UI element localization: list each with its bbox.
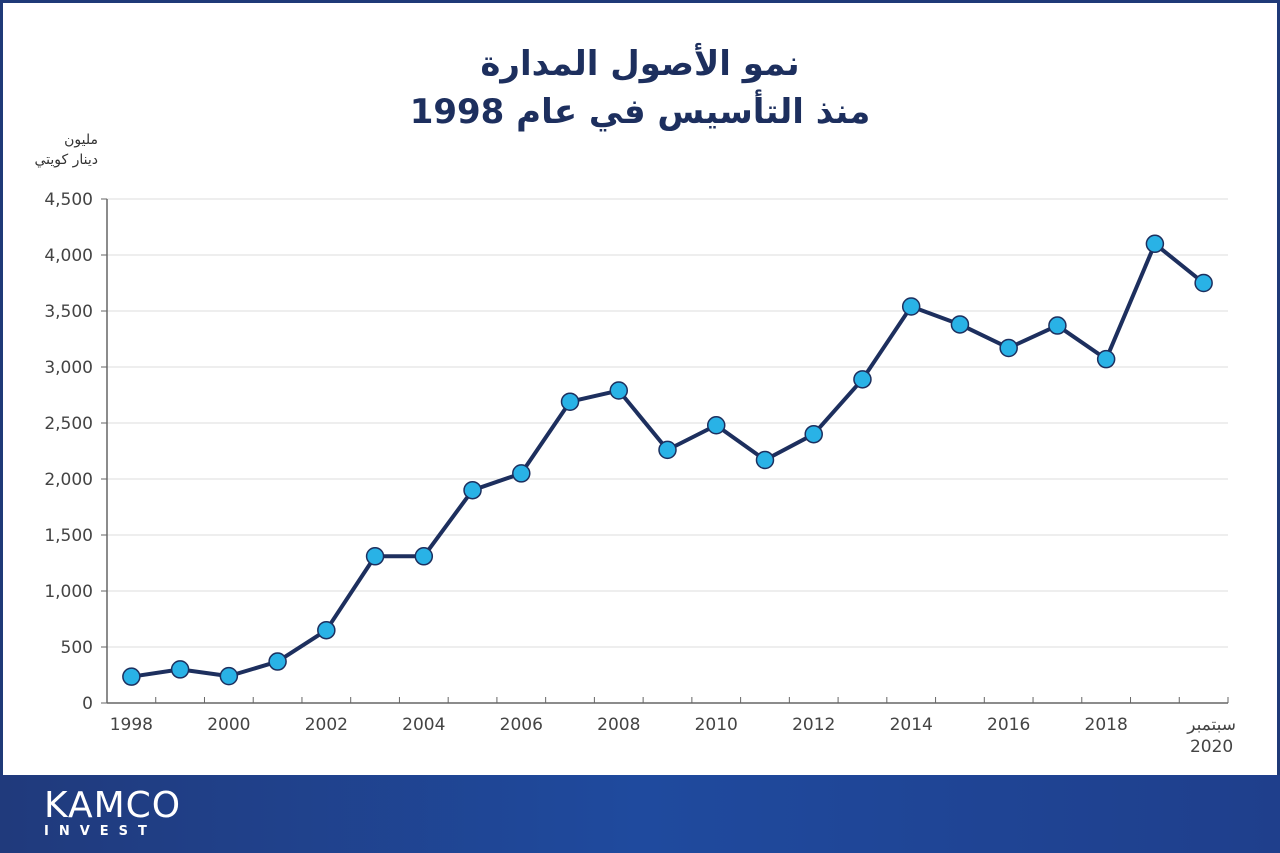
data-point [219,666,239,686]
x-tick-label: 2006 [500,715,543,735]
data-point [414,547,434,566]
data-point [1048,316,1067,335]
data-point [170,660,190,679]
x-tick-label: 2016 [987,715,1030,735]
y-tick-label: 3,500 [44,302,93,322]
y-tick-label: 1,000 [44,582,93,602]
x-tick-label: 2018 [1085,715,1128,735]
data-point [901,297,921,316]
y-tick-label: 500 [61,638,93,658]
data-point [950,315,970,334]
x-tick-label: 2002 [305,715,348,735]
logo-main-text: KAMCO [44,785,182,826]
chart-title-line-2: منذ التأسيس في عام 1998 [409,92,871,132]
kamco-logo: KAMCO INVEST [44,787,181,839]
y-tick-label: 0 [82,694,93,714]
y-tick-label: 1,500 [44,526,93,546]
data-point [463,480,482,500]
x-tick-label: 2020 [1190,737,1233,757]
data-point [1145,234,1165,254]
data-point [804,424,823,444]
data-point [365,547,385,566]
x-tick-label: 2010 [695,715,738,735]
series-line [131,241,1205,679]
data-point [658,440,677,460]
data-point [122,667,141,686]
x-tick-label: 2012 [792,715,835,735]
chart-title: نمو الأصول المدارة منذ التأسيس في عام 19… [0,40,1280,136]
data-point [1194,273,1213,293]
data-point [560,392,580,411]
y-tick-label: 4,000 [44,246,93,266]
x-tick-label: 2004 [402,715,445,735]
data-point [609,381,629,400]
data-point [317,620,336,640]
y-unit-line-2: دينار كويتي [34,152,98,168]
x-tick-label: 2014 [890,715,933,735]
data-point [512,464,531,483]
y-tick-label: 2,500 [44,414,93,434]
data-point [999,338,1018,358]
y-tick-label: 2,000 [44,470,93,490]
y-unit-line-1: مليون [64,132,98,148]
data-point [853,370,872,389]
data-point [755,450,775,470]
x-tick-label: 1998 [110,715,153,735]
y-tick-label: 4,500 [44,190,93,210]
y-axis-unit-label: مليون دينار كويتي [20,130,98,170]
data-point [268,652,287,671]
data-point [1096,349,1116,369]
footer-bar: KAMCO INVEST [0,775,1280,853]
line-chart: 0 500 1,000 1,500 2,000 2,500 3,000 3,500 4,000 4… [44,190,1236,757]
y-tick-label: 3,000 [44,358,93,378]
x-tick-label: سبتمبر [1186,715,1236,735]
logo-sub-text: INVEST [44,824,157,839]
x-tick-label: 2008 [597,715,640,735]
chart-title-line-1: نمو الأصول المدارة [480,44,800,84]
x-tick-label: 2000 [207,715,250,735]
data-point [706,415,726,435]
